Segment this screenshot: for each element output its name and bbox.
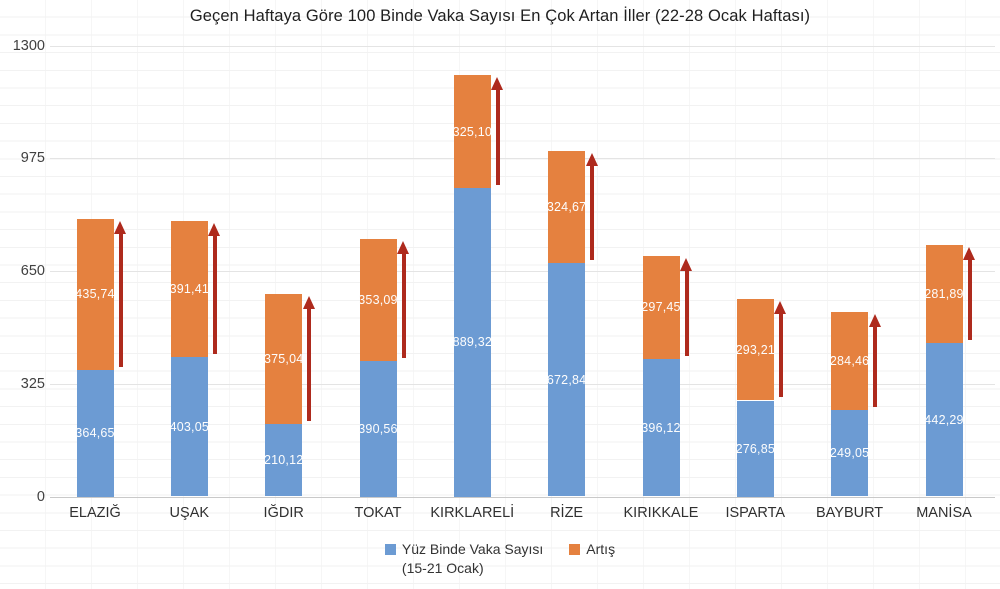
x-category-label: KIRIKKALE (623, 505, 699, 521)
gridline (50, 45, 995, 47)
bar-value-label: 375,04 (263, 351, 304, 366)
bar-value-label: 276,85 (735, 441, 776, 456)
legend: Yüz Binde Vaka Sayısı (15-21 Ocak) Artış (0, 540, 1000, 577)
bar-segment-cases: 364,65 (75, 370, 115, 497)
bar-segment-increase: 281,89 (924, 245, 964, 344)
increase-arrow (118, 231, 123, 367)
increase-arrow-head (491, 77, 504, 91)
increase-arrow (307, 306, 312, 421)
x-category-label: BAYBURT (816, 505, 884, 521)
increase-arrow (967, 258, 972, 341)
bar-value-label: 353,09 (358, 292, 398, 307)
legend-item-increase: Artış (569, 540, 615, 559)
bar-segment-cases: 249,05 (829, 410, 870, 497)
bar-value-label: 297,45 (641, 300, 681, 315)
gridline (50, 383, 995, 385)
bar-segment-cases: 403,05 (169, 356, 210, 497)
legend-label-increase: Artış (586, 541, 616, 557)
bar-value-label: 435,74 (75, 287, 115, 302)
increase-arrow (495, 88, 500, 186)
bar-value-label: 391,41 (169, 281, 210, 296)
bar-segment-increase: 297,45 (641, 255, 681, 360)
x-category-label: MANİSA (916, 505, 972, 521)
bar-value-label: 889,32 (452, 335, 493, 350)
bar-segment-increase: 353,09 (358, 238, 398, 362)
bar-segment-cases: 396,12 (641, 359, 681, 497)
increase-arrow-head (680, 257, 692, 271)
bar-value-label: 293,21 (735, 342, 776, 357)
bar-segment-increase: 391,41 (169, 220, 210, 357)
bar-segment-cases: 390,56 (358, 361, 398, 497)
bar-segment-cases: 210,12 (263, 423, 304, 497)
increase-arrow-head (868, 313, 881, 327)
x-category-label: TOKAT (354, 505, 402, 521)
y-tick-label: 0 (36, 488, 45, 505)
increase-arrow-head (397, 240, 409, 254)
gridline (50, 271, 995, 273)
gridline (50, 158, 995, 160)
x-category-label: ISPARTA (725, 505, 786, 521)
bar-segment-increase: 435,74 (75, 218, 115, 370)
bar-segment-increase: 375,04 (263, 293, 304, 424)
increase-arrow-head (774, 300, 787, 314)
increase-arrow (401, 251, 406, 359)
chart-title: Geçen Haftaya Göre 100 Binde Vaka Sayısı… (189, 7, 811, 25)
increase-arrow-head (302, 295, 315, 309)
x-category-label: UŞAK (169, 505, 210, 521)
bar-value-label: 249,05 (829, 446, 870, 461)
increase-arrow (684, 268, 689, 357)
bar-value-label: 281,89 (924, 287, 964, 302)
bar-segment-cases: 276,85 (735, 400, 776, 497)
bar-value-label: 325,10 (452, 124, 493, 139)
bar-value-label: 390,56 (358, 421, 398, 436)
y-tick-label: 325 (20, 375, 45, 392)
legend-item-cases: Yüz Binde Vaka Sayısı (15-21 Ocak) (384, 540, 544, 577)
increase-arrow (590, 163, 595, 261)
bar-value-label: 672,84 (546, 372, 587, 387)
gridline (50, 496, 995, 498)
bar-value-label: 364,65 (75, 426, 115, 441)
bar-segment-increase: 324,67 (546, 150, 587, 264)
bar-value-label: 396,12 (641, 420, 681, 435)
increase-arrow (778, 311, 783, 398)
bar-value-label: 324,67 (546, 199, 587, 214)
y-tick-label: 650 (20, 263, 45, 280)
increase-arrow-head (963, 247, 975, 261)
bar-value-label: 210,12 (263, 453, 304, 468)
x-category-label: KIRKLARELİ (430, 505, 515, 521)
bar-segment-increase: 325,10 (452, 75, 493, 189)
increase-arrow (873, 324, 878, 408)
bar-value-label: 442,29 (924, 412, 964, 427)
bar-value-label: 284,46 (829, 353, 870, 368)
legend-swatch-cases (384, 544, 396, 555)
y-tick-label: 975 (20, 150, 45, 167)
x-category-label: IĞDIR (263, 505, 304, 521)
bar-segment-cases: 442,29 (924, 343, 964, 497)
increase-arrow-head (114, 220, 126, 234)
bar-segment-increase: 293,21 (735, 298, 776, 401)
legend-swatch-increase (569, 544, 581, 555)
bar-segment-increase: 284,46 (829, 311, 870, 411)
bar-segment-cases: 889,32 (452, 188, 493, 497)
x-category-label: ELAZIĞ (69, 505, 121, 521)
legend-label-cases: Yüz Binde Vaka Sayısı (15-21 Ocak) (401, 541, 544, 576)
bar-value-label: 403,05 (169, 419, 210, 434)
increase-arrow-head (208, 222, 221, 236)
bar-segment-cases: 672,84 (546, 263, 587, 497)
x-category-label: RİZE (550, 505, 584, 521)
y-tick-label: 1300 (12, 37, 45, 54)
increase-arrow-head (585, 152, 598, 166)
increase-arrow (212, 233, 217, 354)
